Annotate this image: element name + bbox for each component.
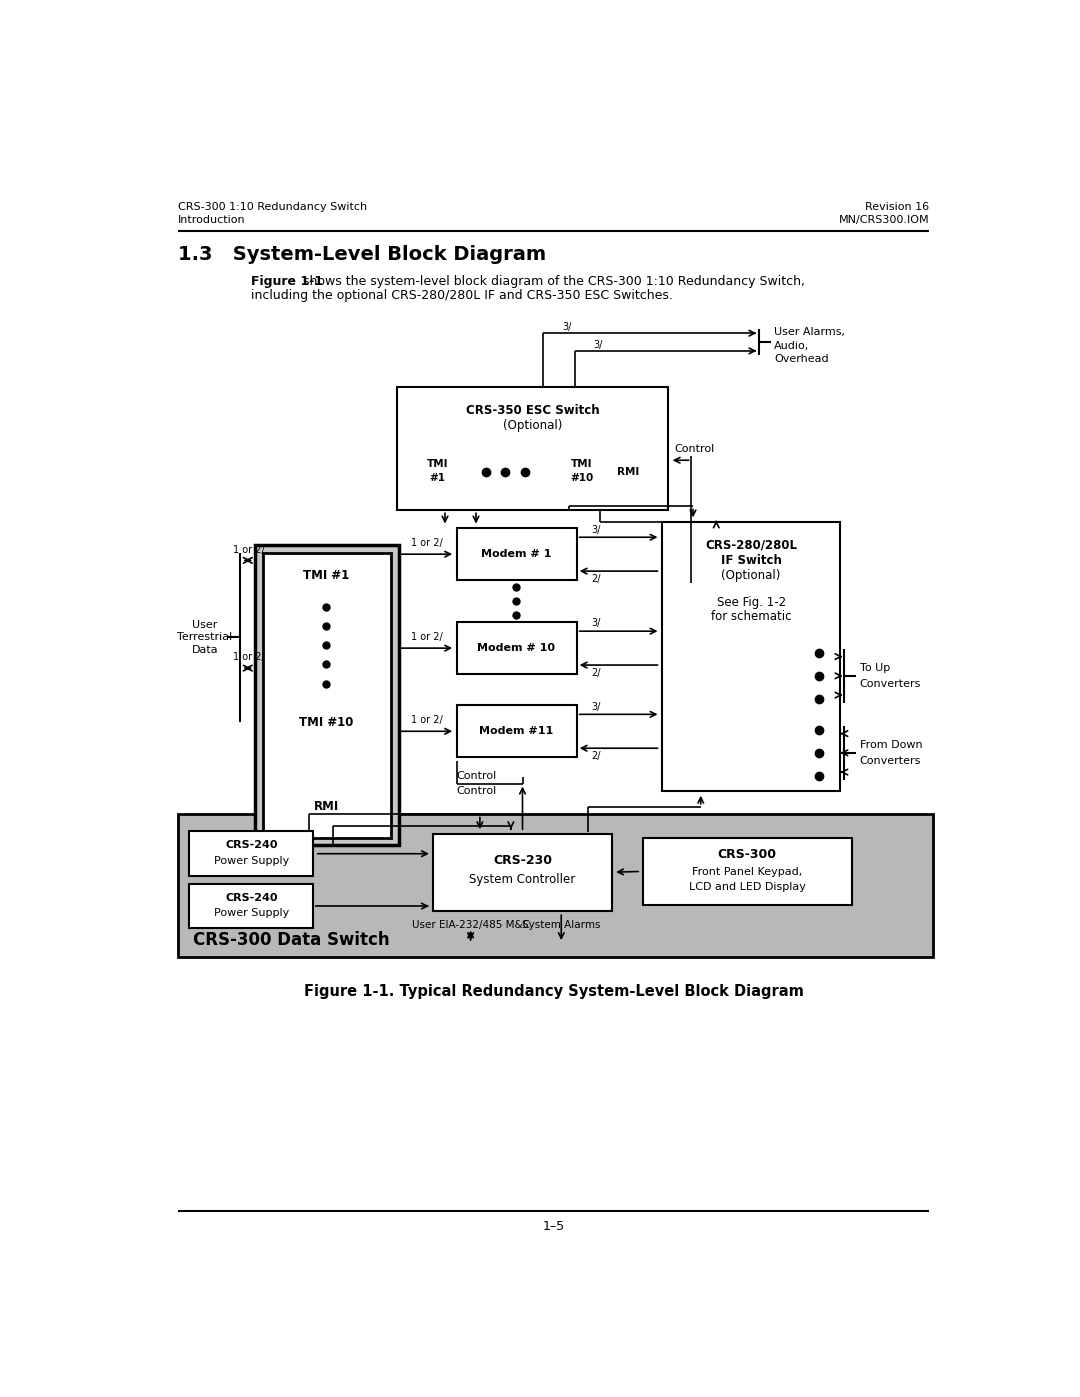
Text: including the optional CRS-280/280L IF and CRS-350 ESC Switches.: including the optional CRS-280/280L IF a… xyxy=(252,289,673,302)
Text: CRS-240: CRS-240 xyxy=(225,893,278,902)
Text: 1 or 2/: 1 or 2/ xyxy=(411,538,443,549)
Text: See Fig. 1-2: See Fig. 1-2 xyxy=(716,597,785,609)
Text: System Alarms: System Alarms xyxy=(522,919,600,929)
Text: shows the system-level block diagram of the CRS-300 1:10 Redundancy Switch,: shows the system-level block diagram of … xyxy=(299,275,806,288)
Text: Terrestrial: Terrestrial xyxy=(177,633,232,643)
Text: Control: Control xyxy=(457,771,497,781)
Text: TMI #1: TMI #1 xyxy=(303,569,350,583)
Text: Overhead: Overhead xyxy=(774,355,829,365)
Text: Control: Control xyxy=(674,444,715,454)
Text: Figure 1-1: Figure 1-1 xyxy=(252,275,323,288)
Text: Front Panel Keypad,: Front Panel Keypad, xyxy=(692,868,802,877)
Text: (Optional): (Optional) xyxy=(503,419,563,432)
Text: for schematic: for schematic xyxy=(711,610,792,623)
Bar xyxy=(177,814,933,957)
Text: Data: Data xyxy=(191,644,218,655)
Text: 2/: 2/ xyxy=(592,668,600,678)
Text: 3/: 3/ xyxy=(592,619,600,629)
Text: Converters: Converters xyxy=(860,756,921,766)
Text: Modem #11: Modem #11 xyxy=(480,726,553,736)
Text: #1: #1 xyxy=(429,474,445,483)
Text: 2/: 2/ xyxy=(592,574,600,584)
Text: CRS-300: CRS-300 xyxy=(718,848,777,861)
Bar xyxy=(662,522,840,791)
Bar xyxy=(457,622,577,675)
Text: 1–5: 1–5 xyxy=(542,1220,565,1234)
Text: Audio,: Audio, xyxy=(774,341,810,351)
Text: TMI: TMI xyxy=(427,460,448,469)
Text: Modem # 1: Modem # 1 xyxy=(481,549,552,559)
Text: Revision 16: Revision 16 xyxy=(865,203,930,212)
Text: CRS-280/280L: CRS-280/280L xyxy=(705,538,797,552)
Text: Figure 1-1. Typical Redundancy System-Level Block Diagram: Figure 1-1. Typical Redundancy System-Le… xyxy=(303,983,804,999)
Bar xyxy=(433,834,611,911)
Text: CRS-240: CRS-240 xyxy=(225,840,278,851)
Text: (Optional): (Optional) xyxy=(721,569,781,583)
Text: #10: #10 xyxy=(570,474,593,483)
Text: 3/: 3/ xyxy=(563,323,572,332)
Text: User EIA-232/485 M&C: User EIA-232/485 M&C xyxy=(411,919,529,929)
Bar xyxy=(255,545,399,845)
Text: Introduction: Introduction xyxy=(177,215,245,225)
Bar xyxy=(643,838,852,905)
Text: 2/: 2/ xyxy=(592,752,600,761)
Text: TMI #10: TMI #10 xyxy=(299,715,353,729)
Text: Power Supply: Power Supply xyxy=(214,908,288,918)
Text: LCD and LED Display: LCD and LED Display xyxy=(689,882,806,891)
Text: 1 or 2/: 1 or 2/ xyxy=(411,715,443,725)
Text: User: User xyxy=(192,620,217,630)
Text: Control: Control xyxy=(457,787,497,796)
Text: 1 or 2/: 1 or 2/ xyxy=(411,633,443,643)
Text: To Up: To Up xyxy=(860,664,890,673)
Text: Converters: Converters xyxy=(860,679,921,689)
Text: From Down: From Down xyxy=(860,740,922,750)
Bar xyxy=(457,705,577,757)
Text: RMI: RMI xyxy=(314,800,339,813)
Text: IF Switch: IF Switch xyxy=(720,553,782,567)
Text: CRS-300 Data Switch: CRS-300 Data Switch xyxy=(193,930,390,949)
Bar xyxy=(189,884,313,929)
Text: CRS-230: CRS-230 xyxy=(492,854,552,868)
Bar xyxy=(397,387,669,510)
Text: 1 or 2/: 1 or 2/ xyxy=(233,545,265,555)
Text: 1.3   System-Level Block Diagram: 1.3 System-Level Block Diagram xyxy=(177,244,545,264)
Text: MN/CRS300.IOM: MN/CRS300.IOM xyxy=(839,215,930,225)
Bar xyxy=(189,831,313,876)
Text: 3/: 3/ xyxy=(592,524,600,535)
Text: Power Supply: Power Supply xyxy=(214,855,288,866)
Text: RMI: RMI xyxy=(617,467,639,476)
Bar xyxy=(262,553,391,838)
Text: User Alarms,: User Alarms, xyxy=(774,327,846,337)
Text: 3/: 3/ xyxy=(594,339,603,349)
Bar xyxy=(457,528,577,580)
Text: CRS-350 ESC Switch: CRS-350 ESC Switch xyxy=(465,404,599,416)
Text: 1 or 2/: 1 or 2/ xyxy=(233,652,265,662)
Text: TMI: TMI xyxy=(570,460,592,469)
Text: 3/: 3/ xyxy=(592,701,600,711)
Text: CRS-300 1:10 Redundancy Switch: CRS-300 1:10 Redundancy Switch xyxy=(177,203,367,212)
Text: Modem # 10: Modem # 10 xyxy=(477,643,555,654)
Text: System Controller: System Controller xyxy=(470,873,576,886)
